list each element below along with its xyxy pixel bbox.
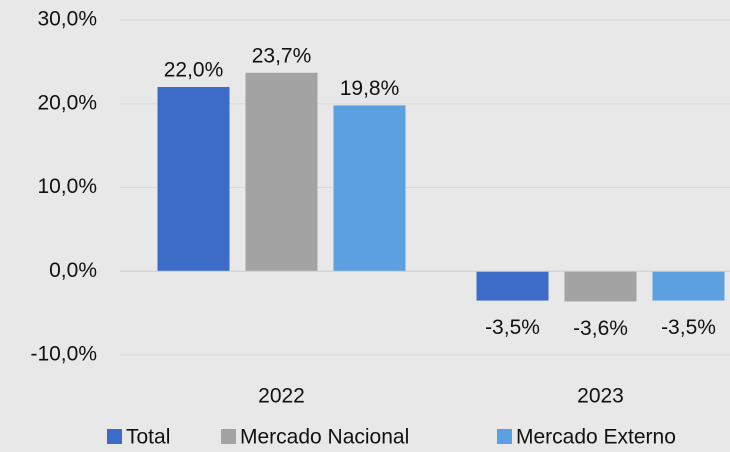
- value-label: 23,7%: [252, 44, 312, 67]
- value-label: 19,8%: [340, 77, 400, 100]
- bar: [157, 87, 230, 272]
- bar: [245, 72, 318, 272]
- y-tick-label: 0,0%: [49, 259, 97, 282]
- y-tick-label: 10,0%: [37, 175, 97, 198]
- legend-swatch: [221, 429, 236, 444]
- value-label: -3,5%: [485, 316, 540, 339]
- x-tick-label: 2022: [258, 385, 305, 408]
- value-label: -3,5%: [661, 316, 716, 339]
- value-label: -3,6%: [573, 317, 628, 340]
- value-label: 22,0%: [164, 59, 224, 82]
- y-tick-label: 20,0%: [37, 91, 97, 114]
- legend-swatch: [107, 429, 122, 444]
- legend-swatch: [497, 429, 512, 444]
- bar: [652, 271, 725, 301]
- x-tick-label: 2023: [577, 385, 624, 408]
- legend-label: Total: [126, 426, 170, 449]
- legend-label: Mercado Externo: [516, 426, 676, 449]
- bar: [476, 271, 549, 301]
- bar: [333, 105, 406, 272]
- bar: [564, 271, 637, 302]
- legend-label: Mercado Nacional: [240, 426, 409, 449]
- y-tick-label: -10,0%: [30, 343, 97, 366]
- y-tick-label: 30,0%: [37, 8, 97, 31]
